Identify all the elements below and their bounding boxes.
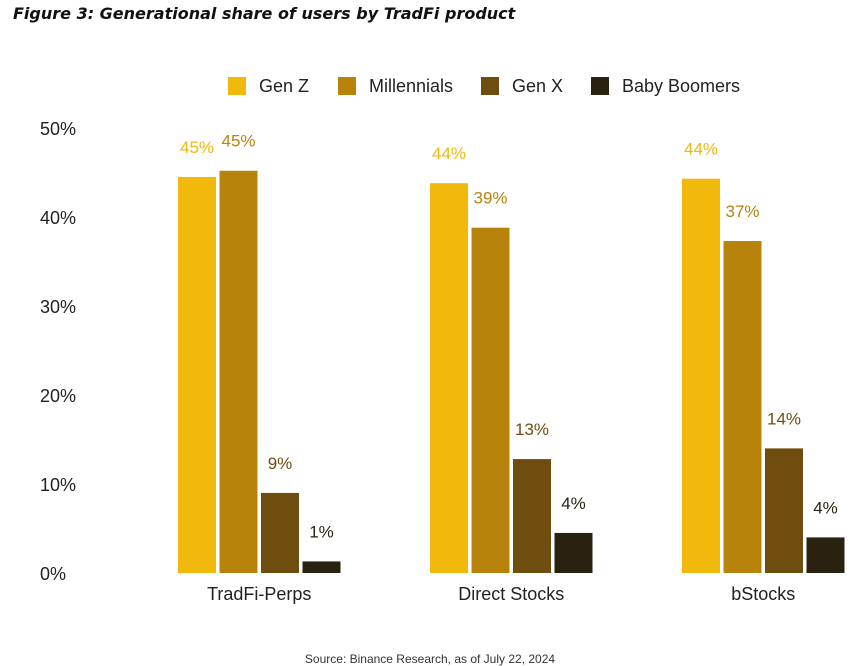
data-label: 14%: [767, 409, 801, 428]
y-tick-label: 50%: [40, 119, 76, 139]
bar: [430, 183, 468, 573]
bar: [723, 241, 762, 573]
y-tick-label: 0%: [40, 564, 66, 584]
y-tick-label: 20%: [40, 386, 76, 406]
bars: 45% 45% 9% 1% 44% 39% 13% 4% 44% 37% 14% 4%: [178, 132, 845, 574]
bar: [261, 492, 299, 573]
data-label: 9%: [268, 454, 293, 473]
data-label: 4%: [561, 494, 586, 513]
data-label: 1%: [309, 522, 334, 541]
bar: [219, 170, 258, 573]
figure-title: Figure 3: Generational share of users by…: [13, 4, 516, 23]
legend-swatch: [228, 77, 246, 95]
x-axis: TradFi-Perps Direct Stocks bStocks: [207, 584, 795, 604]
data-label: 45%: [180, 138, 214, 157]
data-label: 44%: [684, 140, 718, 159]
legend-label: Baby Boomers: [622, 76, 740, 96]
legend-swatch: [591, 77, 609, 95]
source-note: Source: Binance Research, as of July 22,…: [304, 652, 556, 666]
x-category-label: bStocks: [731, 584, 795, 604]
x-category-label: TradFi-Perps: [207, 584, 311, 604]
bar: [471, 227, 510, 573]
data-label: 4%: [813, 498, 838, 517]
bar: [178, 176, 216, 573]
data-label: 39%: [473, 189, 507, 208]
data-label: 45%: [221, 132, 255, 151]
bar: [513, 459, 551, 573]
bar: [806, 537, 845, 573]
y-tick-label: 30%: [40, 297, 76, 317]
data-label: 37%: [725, 202, 759, 221]
data-label: 44%: [432, 144, 466, 163]
bar: [765, 448, 803, 573]
y-tick-label: 10%: [40, 475, 76, 495]
legend-label: Gen Z: [259, 76, 309, 96]
bar: [302, 561, 341, 573]
legend: Gen Z Millennials Gen X Baby Boomers: [228, 76, 740, 96]
legend-swatch: [338, 77, 356, 95]
data-label: 13%: [515, 420, 549, 439]
legend-label: Gen X: [512, 76, 563, 96]
bar: [682, 178, 720, 574]
legend-swatch: [481, 77, 499, 95]
bar: [554, 532, 593, 573]
legend-label: Millennials: [369, 76, 453, 96]
y-tick-label: 40%: [40, 208, 76, 228]
x-category-label: Direct Stocks: [458, 584, 564, 604]
y-axis: 0% 10% 20% 30% 40% 50%: [40, 119, 76, 584]
